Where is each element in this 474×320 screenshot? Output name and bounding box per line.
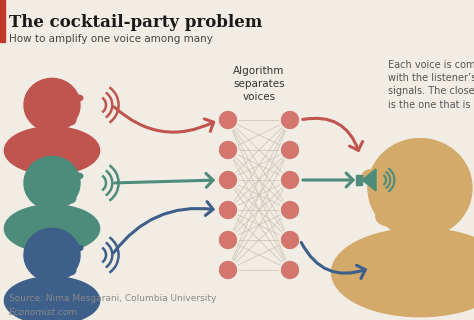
- Polygon shape: [48, 206, 59, 221]
- Polygon shape: [368, 139, 472, 237]
- Circle shape: [218, 230, 238, 250]
- Text: Algorithm
separates
voices: Algorithm separates voices: [233, 66, 285, 102]
- Polygon shape: [24, 156, 80, 210]
- Polygon shape: [48, 128, 59, 143]
- Circle shape: [280, 140, 300, 160]
- Text: Economist.com: Economist.com: [9, 308, 78, 317]
- Polygon shape: [362, 169, 376, 191]
- Ellipse shape: [363, 170, 378, 180]
- Ellipse shape: [74, 95, 83, 101]
- Circle shape: [280, 260, 300, 280]
- Polygon shape: [408, 231, 427, 259]
- Circle shape: [218, 140, 238, 160]
- Ellipse shape: [74, 173, 83, 179]
- Text: Source: Nima Mesgarani, Columbia University: Source: Nima Mesgarani, Columbia Univers…: [9, 294, 216, 303]
- Polygon shape: [332, 228, 474, 317]
- Text: The cocktail-party problem: The cocktail-party problem: [9, 14, 263, 31]
- Polygon shape: [356, 175, 362, 185]
- Ellipse shape: [376, 207, 402, 226]
- Circle shape: [280, 200, 300, 220]
- Ellipse shape: [62, 116, 76, 125]
- Polygon shape: [24, 228, 80, 282]
- Text: How to amplify one voice among many: How to amplify one voice among many: [9, 34, 213, 44]
- Polygon shape: [4, 127, 100, 174]
- Polygon shape: [4, 205, 100, 252]
- Ellipse shape: [74, 245, 83, 251]
- Circle shape: [218, 170, 238, 190]
- Polygon shape: [24, 78, 80, 132]
- Text: Each voice is compared
with the listener’s neural
signals. The closest match
is : Each voice is compared with the listener…: [388, 60, 474, 109]
- Circle shape: [218, 200, 238, 220]
- Circle shape: [280, 170, 300, 190]
- Circle shape: [218, 260, 238, 280]
- Ellipse shape: [62, 266, 76, 275]
- Circle shape: [280, 110, 300, 130]
- Bar: [0, 0, 5, 42]
- Polygon shape: [48, 278, 59, 293]
- Ellipse shape: [62, 194, 76, 203]
- Circle shape: [218, 110, 238, 130]
- Circle shape: [280, 230, 300, 250]
- Polygon shape: [4, 277, 100, 320]
